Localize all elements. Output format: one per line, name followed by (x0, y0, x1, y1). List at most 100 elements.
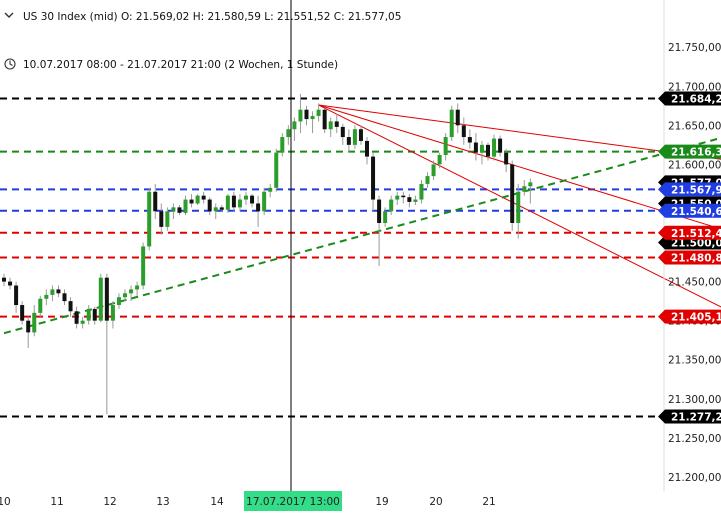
candle-body (50, 289, 55, 295)
candle (141, 242, 146, 290)
candle-body (237, 199, 242, 208)
candle-body (413, 199, 418, 202)
candle (268, 183, 273, 198)
candle-body (268, 187, 273, 192)
candle (183, 195, 188, 216)
candle (116, 293, 121, 309)
candle (20, 301, 25, 325)
candle (280, 133, 285, 157)
candle (407, 194, 412, 208)
collapse-chevron-icon[interactable] (4, 12, 14, 18)
candle (177, 205, 182, 216)
candle (377, 195, 382, 266)
candle-body (141, 246, 146, 286)
candle (389, 195, 394, 216)
level-badge-0: 21.684,29 (658, 91, 721, 106)
candle (92, 306, 97, 325)
candle-body (244, 195, 248, 200)
candle-body (492, 138, 497, 157)
y-tick-label: 21.750,00- (668, 42, 721, 54)
candle-body (32, 312, 37, 333)
candle (395, 191, 400, 206)
candle-body (171, 207, 176, 212)
candle (383, 207, 388, 227)
candle (316, 103, 321, 122)
candle-body (449, 109, 454, 138)
candle (461, 117, 466, 145)
candle-body (455, 109, 460, 126)
candle (413, 195, 418, 206)
candle (262, 187, 267, 216)
candle (213, 203, 218, 220)
candle-body (498, 138, 503, 153)
candle (135, 281, 140, 296)
candle-body (14, 285, 19, 306)
x-tick-label: 12 (103, 496, 116, 508)
badge-label: 21.512,46 (671, 228, 721, 240)
badge-label: 21.480,84 (671, 252, 721, 264)
candle-body (280, 137, 285, 153)
candle (365, 137, 369, 165)
candle-body (292, 121, 297, 130)
candle-body (461, 125, 466, 138)
candle-body (98, 277, 103, 321)
badge-shape (658, 144, 721, 159)
candle-body (473, 142, 478, 153)
level-badge-6: 21.405,10 (658, 309, 721, 324)
candle-body (340, 126, 345, 138)
chart-header: US 30 Index (mid) O: 21.569,02 H: 21.580… (4, 11, 401, 71)
candle (98, 273, 103, 323)
x-tick-label: 20 (429, 496, 442, 508)
candle-body (153, 191, 158, 212)
candle (467, 129, 472, 149)
candle-body (256, 203, 261, 212)
candle-body (231, 195, 236, 208)
candle (171, 203, 176, 220)
crosshair-time-label: 17.07.2017 13:00 (246, 496, 340, 508)
candle-body (2, 277, 6, 282)
y-tick-label: 21.300,00- (668, 394, 721, 406)
candle-body (147, 191, 152, 247)
y-tick-label: 21.350,00- (668, 355, 721, 367)
time-axis[interactable]: 10 11 12 13 14 17.07.2017 13:00 19 20 21 (0, 491, 496, 511)
candle (492, 134, 497, 161)
candle-body (201, 195, 206, 200)
candle (8, 277, 13, 290)
candle (274, 148, 279, 192)
candle (129, 285, 134, 302)
candle (26, 316, 31, 349)
candle (425, 172, 430, 188)
candle (201, 191, 206, 204)
trendline-2 (318, 104, 721, 308)
badge-label: 21.405,10 (671, 312, 721, 324)
x-tick-label: 21 (482, 496, 495, 508)
candle-body (250, 195, 255, 204)
candle (431, 160, 436, 181)
candle (147, 187, 152, 251)
candle-body (165, 211, 170, 227)
candle-body (135, 285, 140, 290)
candle-body (522, 186, 527, 192)
candle (449, 105, 454, 141)
candle (153, 183, 158, 220)
candle (219, 205, 224, 212)
candle (286, 125, 291, 145)
x-tick-label: 14 (210, 496, 224, 508)
candle (50, 285, 55, 302)
candle-body (159, 211, 164, 227)
badge-shape (658, 250, 721, 265)
candle (504, 148, 509, 173)
badge-label: 21.500,00 (671, 238, 721, 250)
level-badges: 21.550,0021.500,0021.577,0521.684,2921.6… (658, 91, 721, 424)
candle-body (479, 144, 484, 153)
instrument-ohlc-text: US 30 Index (mid) O: 21.569,02 H: 21.580… (23, 11, 401, 23)
badge-shape (658, 91, 721, 106)
candle-body (322, 109, 327, 130)
candle (74, 306, 79, 329)
y-tick-label: 21.700,00- (668, 81, 721, 93)
candle-body (92, 308, 97, 321)
candle (207, 197, 212, 216)
candle-body (437, 155, 442, 165)
